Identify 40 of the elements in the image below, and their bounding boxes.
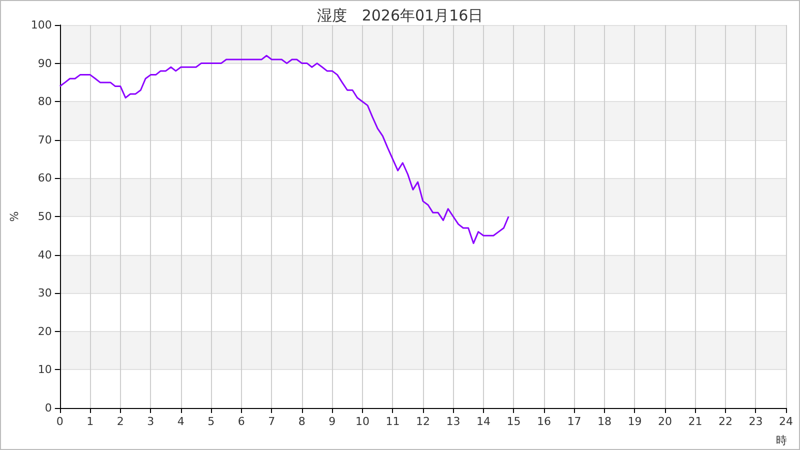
y-tick-label: 40 [38, 248, 52, 262]
x-tick-label: 2 [116, 415, 124, 428]
x-axis-title: 時 [776, 434, 787, 447]
x-tick-label: 6 [238, 415, 245, 428]
y-axis-title: % [8, 211, 21, 222]
x-tick-label: 4 [177, 415, 184, 428]
x-tick-label: 21 [688, 415, 702, 428]
y-tick-label: 60 [38, 172, 52, 185]
line-series [59, 54, 510, 244]
chart-title: 湿度 2026年01月16日 [316, 6, 484, 24]
x-tick-label: 7 [268, 415, 276, 428]
x-tick-label: 8 [298, 415, 306, 428]
x-tick-label: 5 [208, 415, 215, 428]
y-tick-label: 50 [38, 210, 52, 223]
y-tick-label: 30 [38, 286, 52, 300]
x-tick-label: 3 [147, 415, 154, 428]
y-tick-label: 80 [38, 95, 52, 108]
y-tick-label: 0 [44, 402, 52, 414]
x-tick-label: 16 [536, 415, 551, 428]
x-tick-label: 18 [597, 415, 612, 428]
x-tick-label: 14 [476, 415, 490, 428]
x-tick-label: 12 [416, 415, 430, 428]
x-tick-label: 9 [328, 415, 336, 428]
x-tick-label: 24 [779, 415, 793, 428]
x-tick-label: 1 [86, 415, 94, 428]
x-tick-label: 23 [748, 415, 763, 428]
x-tick-label: 20 [658, 415, 672, 428]
x-tick-label: 13 [446, 415, 460, 428]
y-tick-label: 100 [30, 18, 52, 32]
x-tick-label: 22 [718, 415, 732, 428]
y-tick-label: 70 [38, 133, 52, 146]
x-tick-label: 17 [567, 415, 582, 428]
y-tick-label: 90 [38, 56, 52, 70]
x-tick-label: 11 [386, 415, 400, 428]
x-tick-label: 15 [506, 415, 521, 428]
y-tick-label: 10 [38, 363, 52, 376]
x-tick-label: 10 [355, 415, 370, 428]
x-tick-label: 19 [628, 415, 642, 428]
y-tick-label: 20 [38, 324, 52, 338]
x-tick-label: 0 [56, 415, 64, 428]
